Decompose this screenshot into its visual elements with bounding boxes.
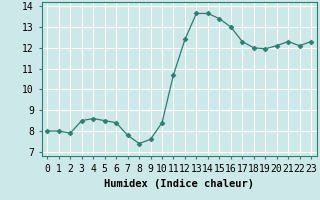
X-axis label: Humidex (Indice chaleur): Humidex (Indice chaleur): [104, 179, 254, 189]
